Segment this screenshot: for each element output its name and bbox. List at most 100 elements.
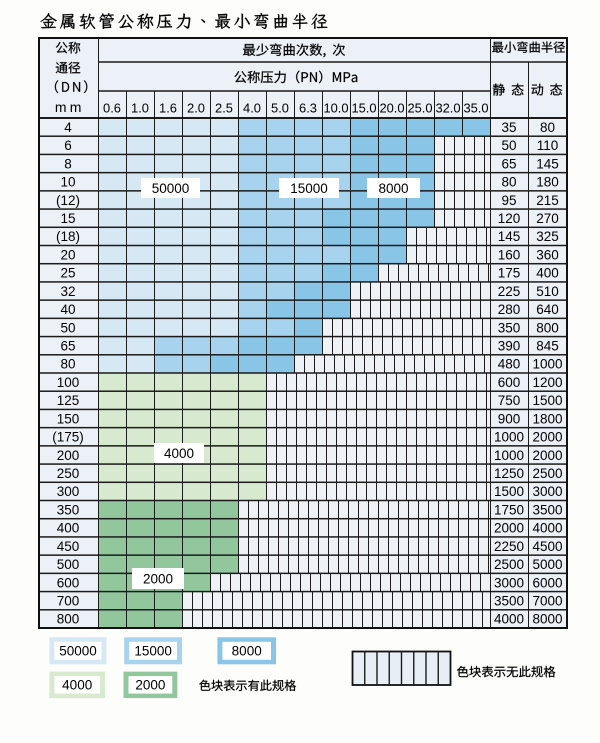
svg-text:32: 32 bbox=[60, 284, 75, 299]
svg-text:65: 65 bbox=[60, 339, 75, 354]
svg-text:3500: 3500 bbox=[494, 594, 524, 609]
svg-text:3000: 3000 bbox=[494, 575, 524, 590]
svg-text:3500: 3500 bbox=[532, 502, 562, 517]
svg-text:845: 845 bbox=[536, 339, 559, 354]
svg-text:325: 325 bbox=[536, 229, 559, 244]
svg-text:4000: 4000 bbox=[532, 521, 562, 536]
svg-text:600: 600 bbox=[498, 375, 521, 390]
svg-text:300: 300 bbox=[57, 484, 80, 499]
svg-text:35: 35 bbox=[501, 120, 516, 135]
svg-text:4.0: 4.0 bbox=[243, 100, 261, 115]
svg-text:80: 80 bbox=[60, 357, 75, 372]
svg-text:25.0: 25.0 bbox=[407, 100, 432, 115]
svg-text:2000: 2000 bbox=[494, 521, 524, 536]
svg-text:1.0: 1.0 bbox=[131, 100, 149, 115]
svg-text:360: 360 bbox=[536, 247, 559, 262]
svg-text:4000: 4000 bbox=[62, 678, 92, 693]
svg-text:350: 350 bbox=[498, 320, 521, 335]
svg-text:15000: 15000 bbox=[290, 181, 328, 196]
svg-text:145: 145 bbox=[536, 156, 559, 171]
svg-text:6: 6 bbox=[64, 138, 72, 153]
svg-text:2000: 2000 bbox=[135, 678, 165, 693]
svg-text:125: 125 bbox=[57, 393, 80, 408]
svg-text:2000: 2000 bbox=[143, 571, 173, 586]
svg-text:15.0: 15.0 bbox=[351, 100, 376, 115]
svg-text:8: 8 bbox=[64, 156, 72, 171]
svg-text:8000: 8000 bbox=[532, 612, 562, 627]
svg-text:1.6: 1.6 bbox=[159, 100, 177, 115]
svg-text:(12): (12) bbox=[56, 193, 80, 208]
svg-text:10: 10 bbox=[60, 175, 75, 190]
svg-text:1750: 1750 bbox=[494, 502, 524, 517]
svg-text:1200: 1200 bbox=[532, 375, 562, 390]
svg-text:50: 50 bbox=[501, 138, 516, 153]
svg-text:800: 800 bbox=[57, 612, 80, 627]
svg-text:160: 160 bbox=[498, 247, 521, 262]
svg-text:4: 4 bbox=[64, 120, 72, 135]
svg-text:0.6: 0.6 bbox=[103, 100, 121, 115]
svg-text:65: 65 bbox=[501, 156, 516, 171]
svg-text:80: 80 bbox=[501, 175, 516, 190]
svg-text:4500: 4500 bbox=[532, 539, 562, 554]
svg-text:120: 120 bbox=[498, 211, 521, 226]
svg-text:150: 150 bbox=[57, 411, 80, 426]
svg-text:2.0: 2.0 bbox=[187, 100, 205, 115]
svg-text:mm: mm bbox=[55, 99, 85, 115]
svg-text:80: 80 bbox=[540, 120, 555, 135]
svg-text:2500: 2500 bbox=[494, 557, 524, 572]
svg-text:1800: 1800 bbox=[532, 411, 562, 426]
svg-text:100: 100 bbox=[57, 375, 80, 390]
svg-text:180: 180 bbox=[536, 175, 559, 190]
svg-text:400: 400 bbox=[57, 521, 80, 536]
svg-text:50000: 50000 bbox=[152, 181, 190, 196]
svg-text:4000: 4000 bbox=[164, 446, 194, 461]
svg-text:1000: 1000 bbox=[494, 430, 524, 445]
svg-text:20.0: 20.0 bbox=[379, 100, 404, 115]
svg-text:35.0: 35.0 bbox=[463, 100, 488, 115]
svg-text:32.0: 32.0 bbox=[435, 100, 460, 115]
svg-text:2.5: 2.5 bbox=[215, 100, 233, 115]
svg-text:20: 20 bbox=[60, 247, 75, 262]
svg-text:480: 480 bbox=[498, 357, 521, 372]
svg-text:640: 640 bbox=[536, 302, 559, 317]
svg-text:95: 95 bbox=[501, 193, 516, 208]
svg-text:175: 175 bbox=[498, 266, 521, 281]
svg-text:(175): (175) bbox=[52, 430, 84, 445]
svg-text:280: 280 bbox=[498, 302, 521, 317]
svg-text:4000: 4000 bbox=[494, 612, 524, 627]
svg-text:1000: 1000 bbox=[494, 448, 524, 463]
svg-text:450: 450 bbox=[57, 539, 80, 554]
svg-text:40: 40 bbox=[60, 302, 75, 317]
svg-text:700: 700 bbox=[57, 594, 80, 609]
svg-text:5.0: 5.0 bbox=[271, 100, 289, 115]
svg-text:500: 500 bbox=[57, 557, 80, 572]
svg-text:(18): (18) bbox=[56, 229, 80, 244]
svg-text:50: 50 bbox=[60, 320, 75, 335]
svg-text:7000: 7000 bbox=[532, 594, 562, 609]
svg-text:1000: 1000 bbox=[532, 357, 562, 372]
svg-text:225: 225 bbox=[498, 284, 521, 299]
svg-text:25: 25 bbox=[60, 266, 75, 281]
svg-text:2250: 2250 bbox=[494, 539, 524, 554]
svg-text:5000: 5000 bbox=[532, 557, 562, 572]
svg-text:8000: 8000 bbox=[232, 644, 262, 659]
svg-text:145: 145 bbox=[498, 229, 521, 244]
svg-text:2500: 2500 bbox=[532, 466, 562, 481]
svg-text:1500: 1500 bbox=[494, 484, 524, 499]
svg-text:350: 350 bbox=[57, 502, 80, 517]
svg-text:400: 400 bbox=[536, 266, 559, 281]
svg-text:215: 215 bbox=[536, 193, 559, 208]
svg-text:900: 900 bbox=[498, 411, 521, 426]
svg-text:2000: 2000 bbox=[532, 430, 562, 445]
svg-text:2000: 2000 bbox=[532, 448, 562, 463]
svg-text:270: 270 bbox=[536, 211, 559, 226]
svg-text:6000: 6000 bbox=[532, 575, 562, 590]
svg-text:1500: 1500 bbox=[532, 393, 562, 408]
svg-text:750: 750 bbox=[498, 393, 521, 408]
svg-text:510: 510 bbox=[536, 284, 559, 299]
svg-text:15: 15 bbox=[60, 211, 75, 226]
svg-text:15000: 15000 bbox=[134, 644, 172, 659]
svg-text:600: 600 bbox=[57, 575, 80, 590]
svg-text:200: 200 bbox=[57, 448, 80, 463]
svg-text:6.3: 6.3 bbox=[299, 100, 317, 115]
